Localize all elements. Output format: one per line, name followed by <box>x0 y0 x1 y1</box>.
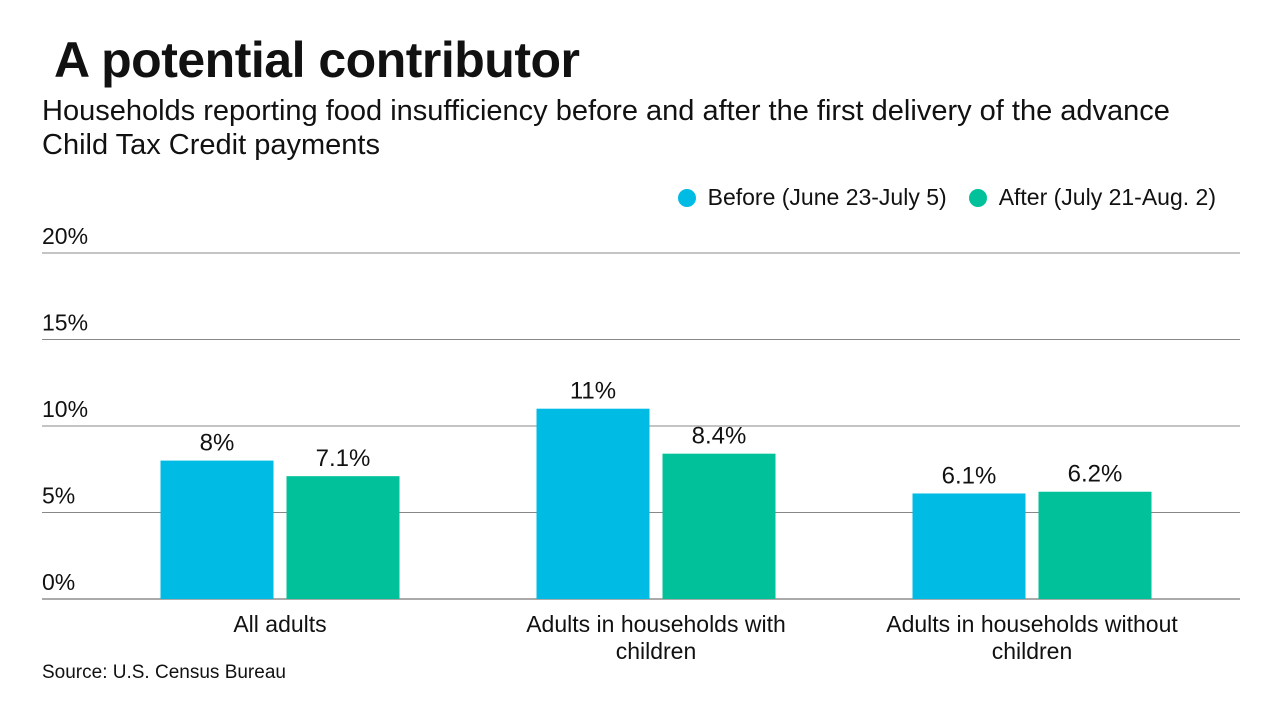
legend-label-after: After (July 21-Aug. 2) <box>998 184 1216 210</box>
bar <box>912 493 1026 599</box>
data-label: 6.1% <box>942 462 997 489</box>
data-label: 8% <box>200 430 235 457</box>
data-label: 11% <box>570 378 616 405</box>
category-label: Adults in households without <box>886 611 1178 637</box>
bar <box>160 460 274 599</box>
data-label: 7.1% <box>316 445 371 472</box>
bar <box>536 408 650 599</box>
category-label: children <box>992 638 1073 664</box>
bar <box>1038 491 1152 599</box>
y-tick-label: 10% <box>42 396 88 422</box>
data-label: 6.2% <box>1068 461 1123 488</box>
legend-item-after: After (July 21-Aug. 2) <box>968 184 1216 211</box>
bar <box>286 476 400 599</box>
legend-swatch-after <box>968 188 987 207</box>
category-label: Adults in households with <box>526 611 786 637</box>
y-tick-label: 20% <box>42 223 88 249</box>
legend: Before (June 23-July 5) After (July 21-A… <box>656 184 1216 211</box>
legend-label-before: Before (June 23-July 5) <box>707 184 947 210</box>
bar <box>662 453 776 599</box>
legend-item-before: Before (June 23-July 5) <box>677 184 947 211</box>
y-tick-label: 15% <box>42 310 88 336</box>
data-label: 8.4% <box>692 423 747 450</box>
source-note: Source: U.S. Census Bureau <box>42 662 286 683</box>
legend-swatch-before <box>677 188 696 207</box>
y-tick-label: 5% <box>42 483 75 509</box>
category-label: All adults <box>233 611 326 637</box>
category-label: children <box>616 638 697 664</box>
chart-subtitle: Households reporting food insufficiency … <box>42 95 1170 161</box>
y-tick-label: 0% <box>42 569 75 595</box>
chart-title: A potential contributor <box>54 32 580 88</box>
